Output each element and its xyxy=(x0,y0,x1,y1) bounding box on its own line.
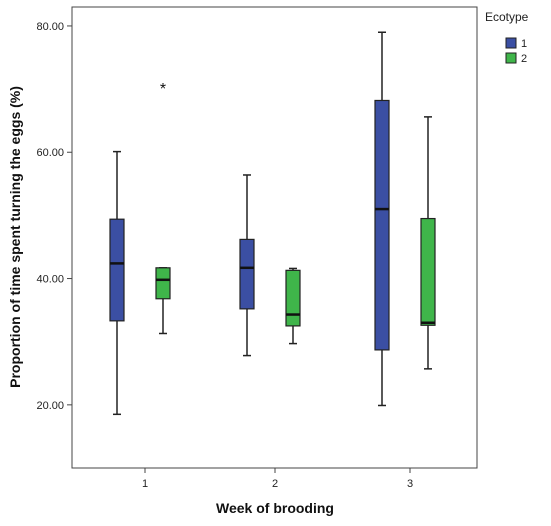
box-series-2-week-2 xyxy=(285,267,301,345)
y-axis-label: Proportion of time spent turning the egg… xyxy=(7,86,23,388)
box-iqr xyxy=(374,99,390,351)
box-iqr xyxy=(109,218,125,322)
box-iqr xyxy=(420,217,436,326)
box-series-2-week-3 xyxy=(420,116,436,370)
box-series-2-week-1: * xyxy=(155,81,171,335)
box-series: * xyxy=(109,31,436,416)
x-axis-label: Week of brooding xyxy=(216,500,334,516)
legend-title: Ecotype xyxy=(485,10,529,24)
legend: Ecotype 1 2 xyxy=(485,10,529,65)
plot-area xyxy=(71,6,478,469)
y-axis: 20.00 40.00 60.00 80.00 xyxy=(36,21,72,412)
y-tick-label: 40.00 xyxy=(36,274,64,286)
legend-label-2: 2 xyxy=(521,53,527,65)
box-iqr xyxy=(285,269,301,327)
legend-label-1: 1 xyxy=(521,38,527,50)
box-iqr xyxy=(155,267,171,300)
x-axis: 1 2 3 xyxy=(142,468,413,490)
x-tick-label: 1 xyxy=(142,478,148,490)
y-tick-label: 80.00 xyxy=(36,21,64,33)
x-tick-label: 2 xyxy=(272,478,278,490)
x-tick-label: 3 xyxy=(407,478,413,490)
box-series-1-week-1 xyxy=(109,150,125,416)
box-iqr xyxy=(239,238,255,310)
outlier-marker: * xyxy=(160,81,166,98)
y-tick-label: 20.00 xyxy=(36,400,64,412)
box-series-1-week-3 xyxy=(374,31,390,407)
legend-swatch-2 xyxy=(505,52,517,64)
legend-swatch-1 xyxy=(505,37,517,49)
box-series-1-week-2 xyxy=(239,174,255,357)
y-tick-label: 60.00 xyxy=(36,147,64,159)
